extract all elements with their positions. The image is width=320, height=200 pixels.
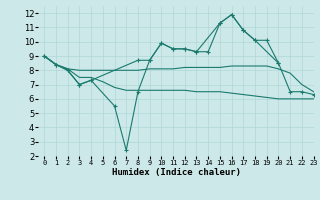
X-axis label: Humidex (Indice chaleur): Humidex (Indice chaleur) xyxy=(111,168,241,177)
